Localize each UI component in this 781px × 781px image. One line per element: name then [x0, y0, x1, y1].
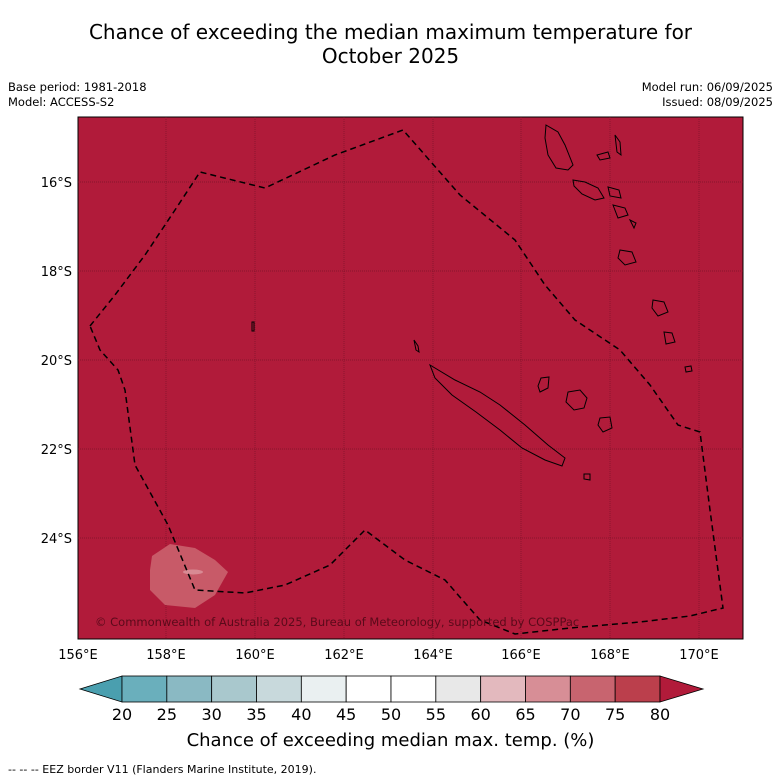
- colorbar-tick-label: 80: [650, 705, 670, 724]
- isle-of-pines-island: [583, 473, 591, 481]
- colorbar-extend-high: [659, 675, 705, 703]
- pentecost-island: [614, 134, 622, 157]
- meta-left: Base period: 1981-2018 Model: ACCESS-S2: [8, 80, 147, 110]
- epi-island: [612, 204, 629, 219]
- belep-island: [413, 339, 420, 354]
- colorbar-segment: [390, 675, 437, 703]
- aneityum-island: [684, 365, 693, 373]
- colorbar-tick-label: 35: [246, 705, 266, 724]
- lat-tick-18s: 18°S: [41, 265, 72, 280]
- colorbar-tick-label: 40: [291, 705, 311, 724]
- lon-tick-168e: 168°E: [590, 648, 630, 663]
- lon-tick-160e: 160°E: [235, 648, 275, 663]
- lon-tick-170e: 170°E: [679, 648, 719, 663]
- colorbar-segment: [525, 675, 571, 703]
- lower-probability-core: [183, 569, 203, 575]
- maewo-island: [596, 151, 611, 161]
- erromango-island: [651, 299, 669, 317]
- colorbar-segment: [435, 675, 482, 703]
- colorbar-segment: [300, 675, 347, 703]
- lon-tick-162e: 162°E: [324, 648, 364, 663]
- colorbar-title: Chance of exceeding median max. temp. (%…: [186, 730, 595, 751]
- tanna-island: [663, 331, 676, 345]
- meta-right: Model run: 06/09/2025 Issued: 08/09/2025: [642, 80, 773, 110]
- colorbar-segment: [256, 675, 302, 703]
- lon-tick-164e: 164°E: [413, 648, 453, 663]
- eez-border: [89, 129, 724, 635]
- model-name: Model: ACCESS-S2: [8, 95, 115, 109]
- map-title-line1: Chance of exceeding the median maximum t…: [88, 20, 693, 44]
- lat-tick-24s: 24°S: [41, 532, 72, 547]
- lifou-island: [565, 389, 588, 411]
- colorbar-tick-label: 20: [112, 705, 132, 724]
- colorbar-tick-label: 75: [605, 705, 625, 724]
- lat-tick-16s: 16°S: [41, 176, 72, 191]
- eez-footnote: -- -- -- EEZ border V11 (Flanders Marine…: [8, 763, 317, 776]
- colorbar-tick-label: 50: [381, 705, 401, 724]
- colorbar-segment: [166, 675, 213, 703]
- colorbar-segment: [569, 675, 616, 703]
- colorbar-extend-low: [78, 675, 123, 703]
- small-islet: [628, 218, 637, 230]
- lon-tick-156e: 156°E: [58, 648, 98, 663]
- islands: [251, 124, 693, 481]
- small-island: [251, 321, 255, 332]
- malekula-island: [572, 179, 605, 201]
- colorbar-tick-label: 25: [157, 705, 177, 724]
- colorbar-segment: [211, 675, 257, 703]
- model-run: Model run: 06/09/2025: [641, 80, 773, 94]
- colorbar-tick-label: 45: [336, 705, 356, 724]
- lon-tick-166e: 166°E: [501, 648, 541, 663]
- efate-island: [617, 249, 637, 266]
- colorbar-segment: [614, 675, 661, 703]
- lat-tick-20s: 20°S: [41, 354, 72, 369]
- colorbar-tick-label: 65: [515, 705, 535, 724]
- colorbar-tick-label: 70: [560, 705, 580, 724]
- copyright-notice: © Commonwealth of Australia 2025, Bureau…: [95, 615, 579, 629]
- lat-tick-22s: 22°S: [41, 443, 72, 458]
- colorbar-tick-label: 55: [426, 705, 446, 724]
- map-title-line2: October 2025: [321, 44, 460, 68]
- colorbar-tick-label: 60: [470, 705, 490, 724]
- base-period: Base period: 1981-2018: [8, 80, 147, 94]
- issued-date: Issued: 08/09/2025: [662, 95, 773, 109]
- mare-island: [597, 416, 613, 433]
- lon-tick-labels: 156°E 158°E 160°E 162°E 164°E 166°E 168°…: [58, 648, 719, 663]
- colorbar-segment: [480, 675, 526, 703]
- colorbar-segment: [345, 675, 392, 703]
- colorbar-tick-label: 30: [201, 705, 221, 724]
- new-caledonia-island: [429, 363, 566, 467]
- colorbar: 20 25 30 35 40 45 50 55 60 65 70 75 80: [78, 675, 705, 724]
- lon-tick-158e: 158°E: [146, 648, 186, 663]
- map-title: Chance of exceeding the median maximum t…: [0, 20, 781, 68]
- ouvea-island: [537, 376, 550, 393]
- lat-tick-labels: 16°S 18°S 20°S 22°S 24°S: [41, 176, 72, 547]
- ambrym-island: [607, 186, 622, 199]
- graticule: [78, 117, 743, 639]
- espiritu-santo-island: [544, 124, 574, 171]
- colorbar-segment: [121, 675, 168, 703]
